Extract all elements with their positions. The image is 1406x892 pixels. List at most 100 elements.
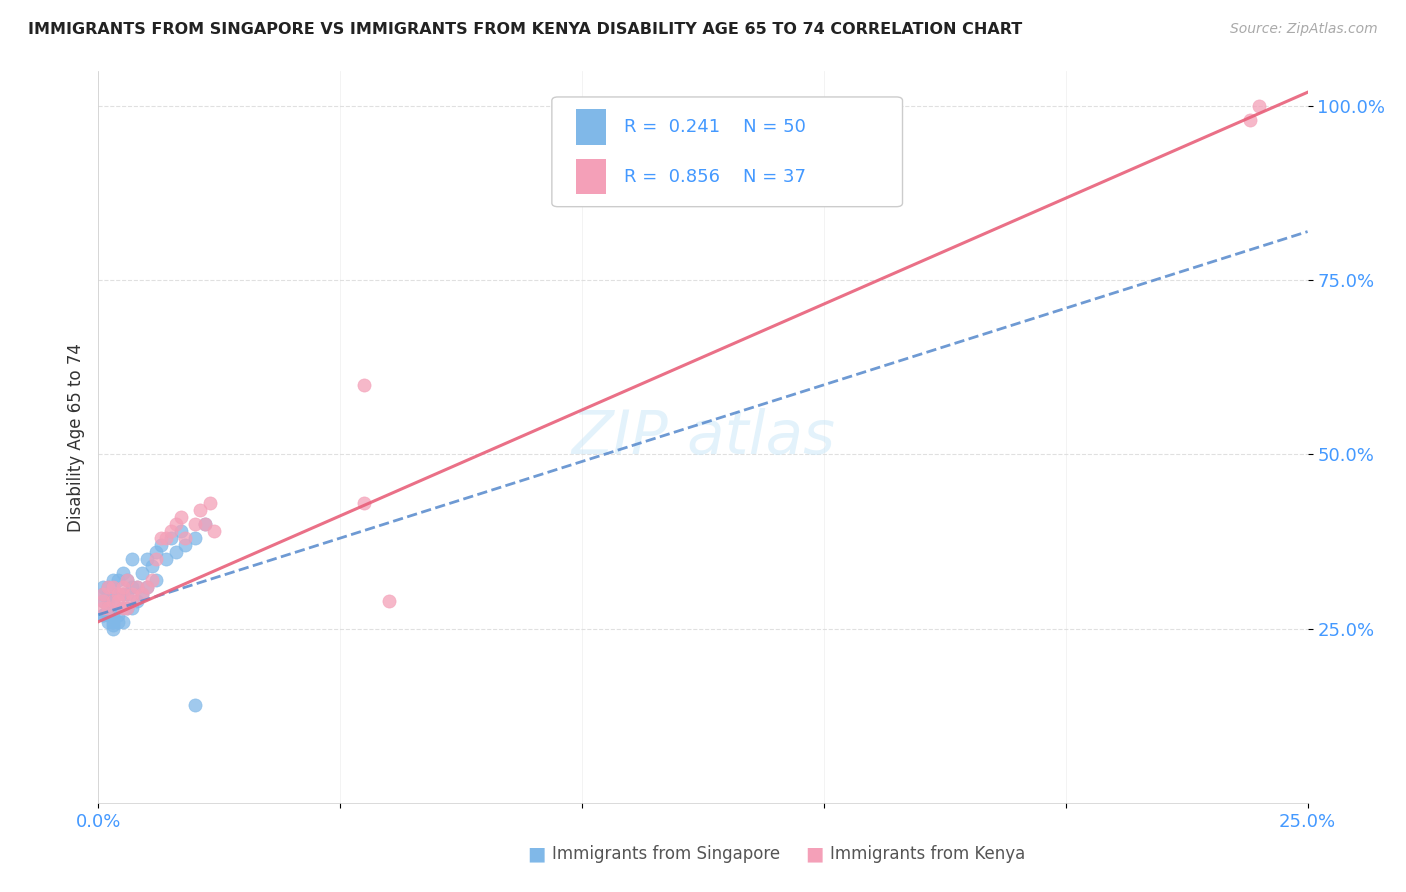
Y-axis label: Disability Age 65 to 74: Disability Age 65 to 74 [66,343,84,532]
Point [121,600,143,615]
Text: R =  0.856    N = 37: R = 0.856 N = 37 [624,168,807,186]
Text: ZIP atlas: ZIP atlas [571,408,835,467]
Point [91,594,114,608]
Point [121,580,143,594]
Point [135,552,157,566]
Point [194,517,217,532]
Point [107,594,129,608]
Point [97,615,120,629]
Point [127,580,149,594]
Point [91,607,114,622]
Point [155,552,177,566]
Point [107,587,129,601]
Text: Source: ZipAtlas.com: Source: ZipAtlas.com [1230,22,1378,37]
Point [145,573,167,587]
Point [111,580,134,594]
Point [91,600,114,615]
Point [194,517,217,532]
Point [155,531,177,545]
Point [101,607,124,622]
Point [169,510,191,524]
Point [127,580,149,594]
Point [204,524,226,538]
Point [353,377,375,392]
Point [135,580,157,594]
Point [121,594,143,608]
Point [169,524,191,538]
Point [97,607,120,622]
Point [1249,99,1271,113]
Point [91,587,114,601]
Point [111,615,134,629]
Point [101,594,124,608]
Point [111,600,134,615]
Point [91,594,114,608]
Point [1239,113,1261,128]
Point [131,566,153,580]
Point [101,580,124,594]
Point [91,587,114,601]
Point [145,552,167,566]
Point [111,587,134,601]
Point [117,573,139,587]
Point [131,587,153,601]
Text: IMMIGRANTS FROM SINGAPORE VS IMMIGRANTS FROM KENYA DISABILITY AGE 65 TO 74 CORRE: IMMIGRANTS FROM SINGAPORE VS IMMIGRANTS … [28,22,1022,37]
Point [97,600,120,615]
Point [117,573,139,587]
Point [97,600,120,615]
Point [150,531,173,545]
Text: ■: ■ [806,845,824,863]
Point [121,552,143,566]
Point [97,587,120,601]
Point [97,594,120,608]
Point [101,618,124,632]
Point [97,580,120,594]
Point [111,587,134,601]
Point [165,517,187,532]
Point [165,545,187,559]
Point [145,545,167,559]
Text: R =  0.241    N = 50: R = 0.241 N = 50 [624,118,806,136]
Point [160,531,183,545]
Point [141,573,163,587]
Point [91,580,114,594]
Point [188,503,211,517]
Bar [576,110,606,145]
Point [160,524,183,538]
Point [101,594,124,608]
Point [184,698,207,713]
FancyBboxPatch shape [551,97,903,207]
Point [97,580,120,594]
Point [117,587,139,601]
Point [111,600,134,615]
Point [121,587,143,601]
Point [107,615,129,629]
Point [107,587,129,601]
Point [174,538,197,552]
Point [198,496,221,510]
Text: ■: ■ [527,845,546,863]
Point [117,600,139,615]
Point [127,594,149,608]
Point [117,600,139,615]
Point [150,538,173,552]
Point [174,531,197,545]
Point [101,573,124,587]
Point [101,615,124,629]
Point [111,566,134,580]
Point [91,607,114,622]
Point [131,587,153,601]
Text: Immigrants from Singapore: Immigrants from Singapore [551,845,780,863]
Point [107,607,129,622]
Bar [576,159,606,194]
Point [353,496,375,510]
Point [184,517,207,532]
Point [101,622,124,636]
Point [107,573,129,587]
Point [377,594,399,608]
Point [184,531,207,545]
Point [141,558,163,573]
Point [101,580,124,594]
Text: Immigrants from Kenya: Immigrants from Kenya [830,845,1025,863]
Point [135,580,157,594]
